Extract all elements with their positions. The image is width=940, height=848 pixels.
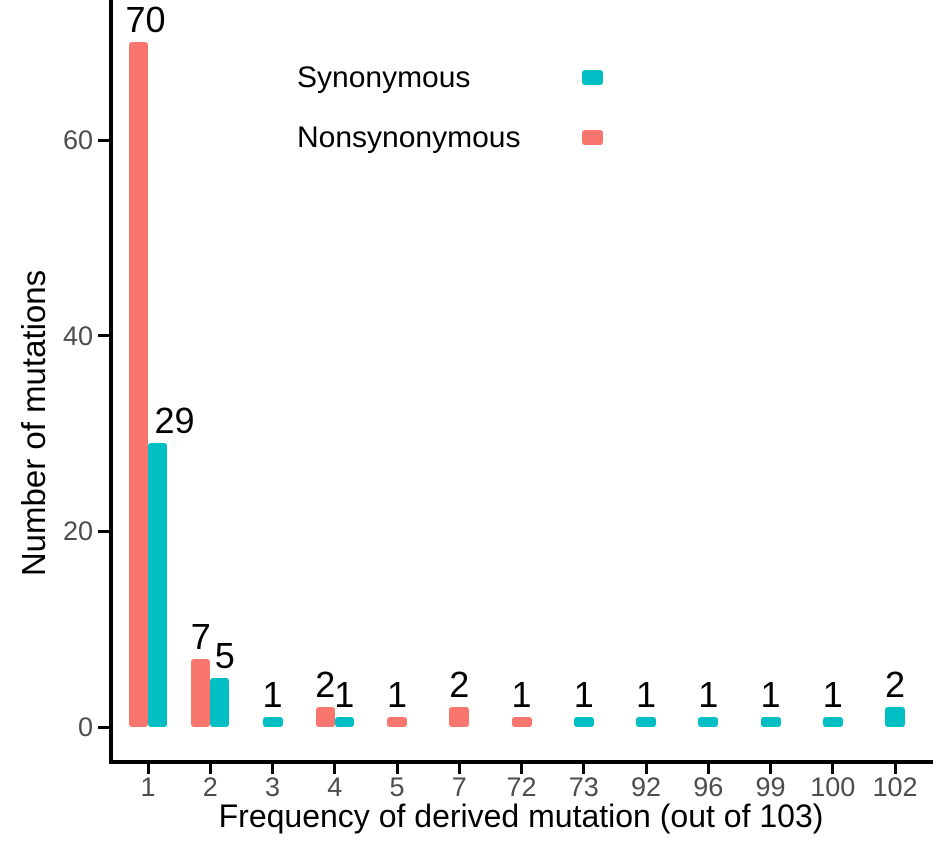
legend-label-nonsynonymous: Nonsynonymous [297, 121, 521, 154]
legend-item-nonsynonymous: Nonsynonymous [297, 122, 637, 154]
x-tick-mark [831, 764, 835, 774]
bar-value-label: 2 [884, 664, 906, 706]
x-tick-mark [146, 764, 150, 774]
x-tick-label: 1 [140, 772, 156, 802]
bar-value-label: 7 [190, 615, 211, 657]
x-tick-mark [893, 764, 897, 774]
bar-value-label: 1 [334, 674, 355, 716]
x-tick-mark [395, 764, 399, 774]
x-tick-label: 72 [506, 772, 537, 802]
bar-synonymous-x102 [885, 707, 905, 727]
bar-value-label: 29 [154, 400, 195, 442]
bar-nonsynonymous-x5 [387, 717, 407, 727]
bar-synonymous-x1 [148, 443, 167, 727]
bar-value-label: 1 [573, 674, 594, 716]
x-tick-label: 73 [568, 772, 599, 802]
bar-nonsynonymous-x4 [315, 707, 335, 727]
x-tick-label: 102 [872, 772, 918, 802]
bar-value-label: 1 [822, 674, 843, 716]
y-tick-mark [98, 725, 109, 729]
x-tick-label: 3 [264, 772, 281, 802]
x-tick-mark [271, 764, 274, 774]
x-tick-mark [520, 764, 523, 774]
bar-synonymous-x73 [573, 717, 594, 727]
y-axis-line [109, 0, 113, 764]
x-tick-label: 96 [693, 772, 724, 802]
y-tick-label: 0 [77, 712, 93, 742]
y-tick-mark [98, 138, 109, 142]
x-tick-mark [208, 764, 212, 774]
x-tick-label: 99 [755, 772, 786, 802]
bar-value-label: 70 [125, 0, 166, 41]
bar-value-label: 1 [386, 674, 408, 716]
bar-value-label: 1 [635, 674, 657, 716]
x-tick-label: 4 [327, 772, 343, 802]
bar-nonsynonymous-x2 [191, 658, 211, 727]
legend-label-synonymous: Synonymous [297, 61, 471, 94]
y-tick-label: 40 [62, 320, 93, 351]
bar-nonsynonymous-x1 [129, 42, 148, 727]
bar-value-label: 1 [698, 674, 719, 716]
bar-value-label: 2 [449, 664, 470, 706]
x-tick-mark [457, 764, 461, 774]
y-axis-title: Number of mutations [15, 269, 52, 577]
x-tick-mark [769, 764, 772, 774]
legend-item-synonymous: Synonymous [297, 62, 637, 94]
y-tick-label: 20 [62, 516, 93, 547]
bar-nonsynonymous-x7 [449, 707, 470, 727]
x-tick-mark [706, 764, 710, 774]
bar-synonymous-x3 [262, 717, 283, 727]
y-tick-mark [98, 529, 109, 533]
bar-value-label: 1 [262, 674, 283, 716]
bar-synonymous-x2 [210, 678, 230, 727]
bar-synonymous-x4 [334, 717, 354, 727]
x-tick-label: 92 [630, 772, 662, 802]
bar-synonymous-x99 [760, 717, 781, 727]
bar-value-label: 1 [511, 674, 532, 716]
x-tick-mark [333, 764, 337, 774]
x-tick-mark [582, 764, 586, 774]
y-tick-label: 60 [62, 125, 93, 156]
bar-synonymous-x92 [636, 717, 656, 727]
x-tick-label: 5 [389, 772, 405, 802]
y-tick-mark [98, 334, 109, 338]
x-tick-label: 2 [202, 772, 218, 802]
x-axis-line [109, 760, 933, 764]
bar-value-label: 5 [214, 635, 235, 677]
legend-swatch-nonsynonymous [582, 130, 603, 145]
bar-synonymous-x100 [822, 717, 843, 727]
bar-value-label: 2 [315, 664, 336, 706]
bar-value-label: 1 [760, 674, 781, 716]
x-tick-label: 7 [451, 772, 467, 802]
legend-swatch-synonymous [582, 70, 603, 85]
bar-synonymous-x96 [698, 717, 719, 727]
x-axis-title: Frequency of derived mutation (out of 10… [218, 798, 824, 834]
bar-nonsynonymous-x72 [511, 717, 532, 727]
x-tick-label: 100 [810, 772, 856, 802]
x-tick-mark [644, 764, 648, 774]
